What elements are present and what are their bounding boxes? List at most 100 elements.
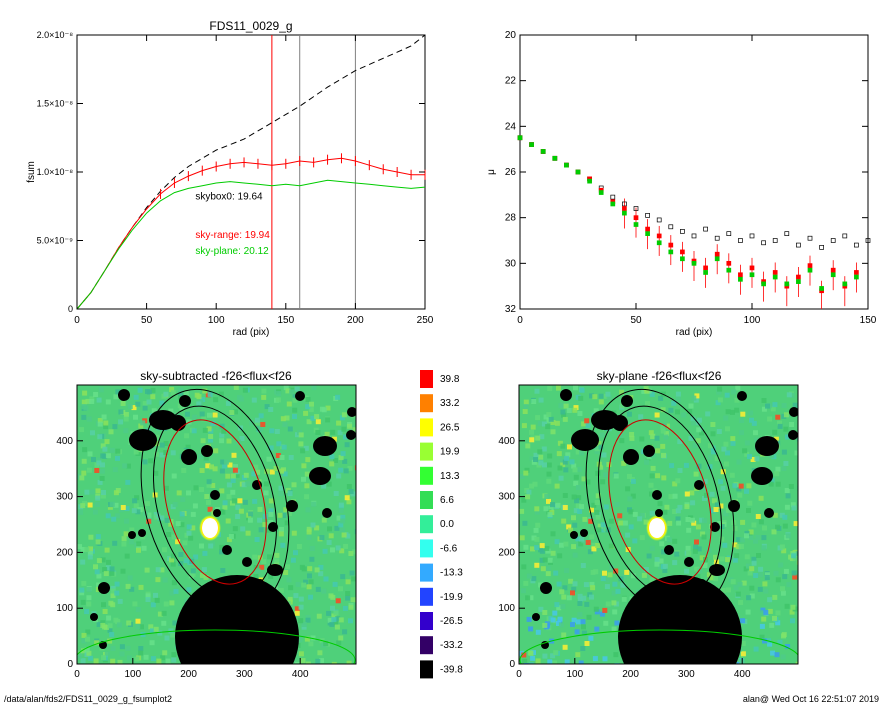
- colorbar-label: 33.2: [440, 398, 460, 409]
- fsum-vlines: [271, 35, 356, 309]
- image-ytick-label: 200: [498, 547, 515, 558]
- object-mask: [694, 480, 704, 490]
- colorbar-swatch: [420, 563, 433, 582]
- mu-point: [854, 242, 859, 248]
- image-ytick-label: 300: [498, 492, 515, 503]
- mu-point: [633, 222, 639, 227]
- mu-point: [656, 240, 662, 246]
- mu-point: [575, 169, 581, 175]
- mu-panel: 0 50 100 150 20 22 24 26 28 30 32 rad (pix) μ: [486, 30, 877, 338]
- mu-point: [749, 272, 755, 278]
- mu-point: [738, 272, 743, 278]
- mu-point: [668, 242, 674, 248]
- image-ytick-label: 100: [56, 603, 73, 614]
- colorbar-swatch: [420, 515, 433, 534]
- mu-point: [610, 194, 616, 200]
- object-mask: [268, 522, 278, 532]
- sky-subtracted-image: [77, 385, 356, 664]
- fsum-xlabel: rad (pix): [233, 327, 270, 338]
- image-xtick-label: 200: [180, 669, 197, 680]
- object-mask: [655, 509, 663, 517]
- mu-point: [598, 190, 604, 195]
- object-mask: [612, 415, 628, 431]
- footer-user: alan@: [742, 694, 770, 704]
- fsum-y-axis: 0 5.0×10⁻⁹ 1.0×10⁻⁸ 1.5×10⁻⁸ 2.0×10⁻⁸: [37, 30, 425, 314]
- mu-point: [656, 217, 662, 223]
- object-mask: [286, 500, 298, 512]
- mu-point: [540, 149, 546, 154]
- mu-point: [622, 201, 627, 207]
- colorbar-swatch: [420, 394, 433, 413]
- mu-xlabel: rad (pix): [676, 327, 713, 338]
- object-mask: [242, 557, 252, 567]
- fsum-ytick-label: 1.5×10⁻⁸: [37, 99, 74, 109]
- mu-point: [645, 226, 650, 232]
- mu-point: [830, 267, 836, 273]
- mu-point: [726, 267, 732, 273]
- object-mask: [90, 613, 98, 621]
- image-xtick-label: 200: [622, 669, 639, 680]
- mu-ytick-label: 28: [505, 213, 517, 224]
- image-xtick-label: 400: [292, 669, 309, 680]
- mu-point: [854, 274, 859, 280]
- image-ytick-label: 100: [498, 603, 515, 614]
- fsum-xtick-label: 0: [74, 315, 80, 326]
- mu-point: [610, 201, 616, 207]
- image-xtick-label: 0: [74, 669, 80, 680]
- fsum-ytick-label: 5.0×10⁻⁹: [37, 236, 74, 246]
- mu-point: [645, 213, 650, 218]
- mu-x-axis: 0 50 100 150: [517, 35, 877, 326]
- mu-point: [622, 210, 627, 216]
- colorbar-label: 13.3: [440, 471, 460, 482]
- mu-point: [796, 279, 801, 284]
- mu-point: [761, 240, 766, 246]
- object-mask: [181, 449, 197, 465]
- object-mask: [664, 545, 674, 555]
- mu-point: [842, 281, 848, 287]
- mu-point: [842, 233, 848, 239]
- fsum-frame: [76, 34, 426, 310]
- image-ytick-label: 300: [56, 492, 73, 503]
- mask-bright-star: [175, 575, 299, 664]
- mu-point: [772, 238, 778, 243]
- fsum-series-line: [76, 157, 425, 310]
- mu-point: [645, 231, 650, 236]
- colorbar-swatch: [420, 418, 433, 437]
- object-mask: [621, 395, 633, 407]
- colorbar: 39.8 33.2 26.5 19.9 13.3 6.6 0.0 -6.6 -13.3 -19.9…: [420, 370, 463, 679]
- mu-series: [517, 135, 871, 309]
- sky-subtracted-panel: sky-subtracted -f26<flux<f26 0 100 200 300 4…: [56, 369, 357, 680]
- image-xtick-label: 0: [516, 669, 522, 680]
- mu-xtick-label: 100: [744, 315, 761, 326]
- object-mask: [728, 500, 740, 512]
- image-ytick-label: 400: [56, 436, 73, 447]
- sky-plane-panel: sky-plane -f26<flux<f26 0 100 200 300 400 0 10…: [498, 369, 799, 680]
- object-mask: [179, 395, 191, 407]
- image-xtick-label: 300: [678, 669, 695, 680]
- object-mask: [295, 391, 305, 401]
- mu-point: [668, 249, 674, 255]
- object-mask: [737, 391, 747, 401]
- mu-point: [529, 142, 534, 147]
- object-mask: [532, 613, 540, 621]
- colorbar-swatch: [420, 587, 433, 606]
- colorbar-label: -19.9: [440, 592, 463, 603]
- colorbar-swatch: [420, 660, 433, 679]
- image-xtick-label: 400: [734, 669, 751, 680]
- mu-point: [680, 229, 685, 234]
- colorbar-swatch: [420, 636, 433, 655]
- mu-point: [830, 238, 836, 243]
- sky-subtracted-axes: 0 100 200 300 400 0 100 200 300 400: [56, 436, 309, 680]
- mu-point: [714, 251, 720, 257]
- object-mask: [652, 490, 662, 500]
- mu-point: [564, 162, 569, 168]
- object-mask: [684, 557, 694, 567]
- mu-point: [703, 270, 708, 275]
- mu-xtick-label: 0: [517, 315, 523, 326]
- object-mask: [222, 545, 232, 555]
- mu-point: [517, 135, 523, 141]
- colorbar-swatch: [420, 370, 433, 388]
- mu-point: [807, 267, 813, 273]
- colorbar-swatch: [420, 539, 433, 558]
